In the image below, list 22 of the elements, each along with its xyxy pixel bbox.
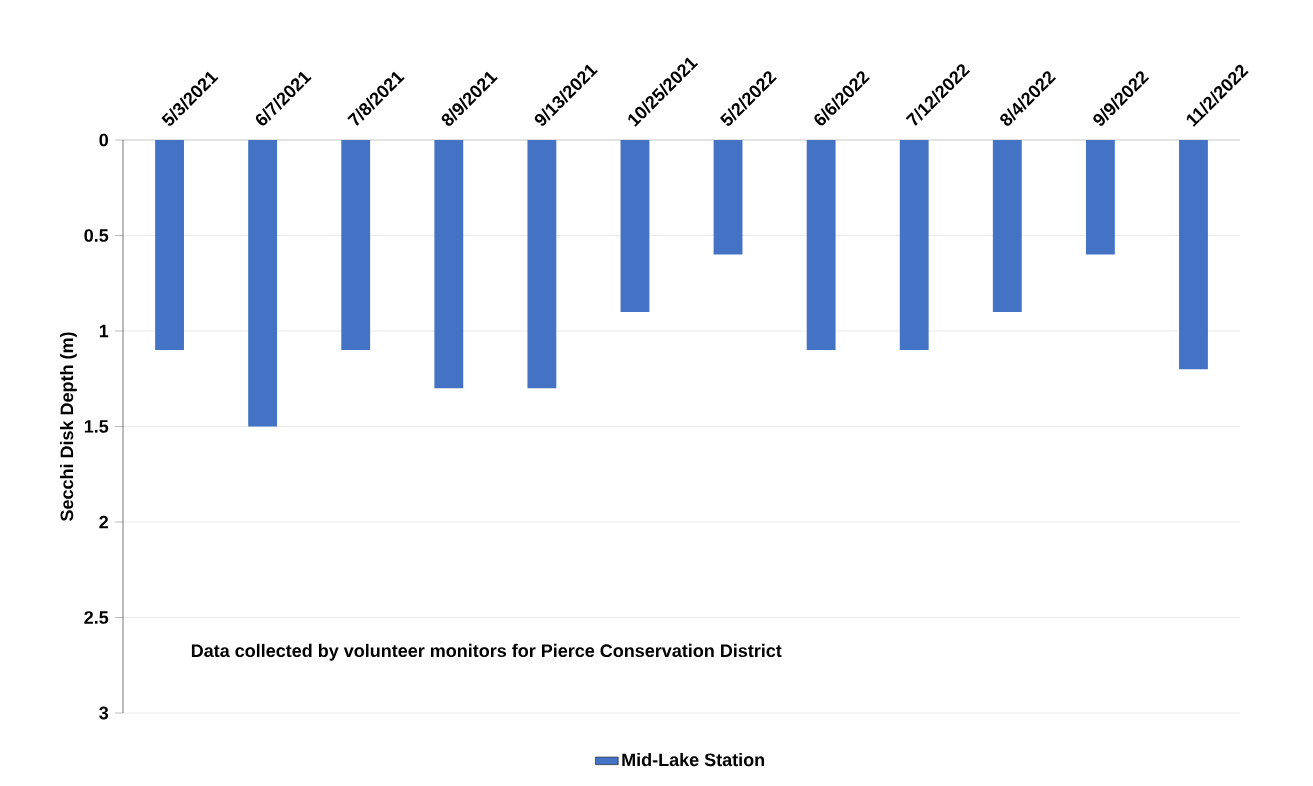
- y-tick-label: 3: [99, 706, 109, 720]
- bar: [155, 140, 184, 351]
- y-tick-label: 2: [99, 515, 109, 529]
- bar: [1179, 140, 1208, 370]
- bar: [806, 140, 836, 351]
- y-tick-label: 0: [99, 133, 109, 147]
- bar: [713, 140, 743, 255]
- bar: [1085, 140, 1115, 255]
- y-tick-label: 1: [99, 324, 109, 338]
- bar: [899, 140, 929, 351]
- legend-label: Mid-Lake Station: [622, 752, 765, 767]
- y-axis-title: Secchi Disk Depth (m): [60, 332, 77, 522]
- bar: [434, 140, 464, 389]
- bar: [620, 140, 650, 312]
- bar: [248, 140, 278, 427]
- bar: [992, 140, 1022, 312]
- y-tick-label: 1.5: [84, 420, 109, 433]
- y-tick-label: 0.5: [84, 229, 109, 242]
- bar: [527, 140, 557, 389]
- bar: [341, 140, 371, 351]
- annotation: Data collected by volunteer monitors for Pierce Conservation District: [191, 643, 782, 661]
- y-tick-label: 2.5: [84, 611, 109, 624]
